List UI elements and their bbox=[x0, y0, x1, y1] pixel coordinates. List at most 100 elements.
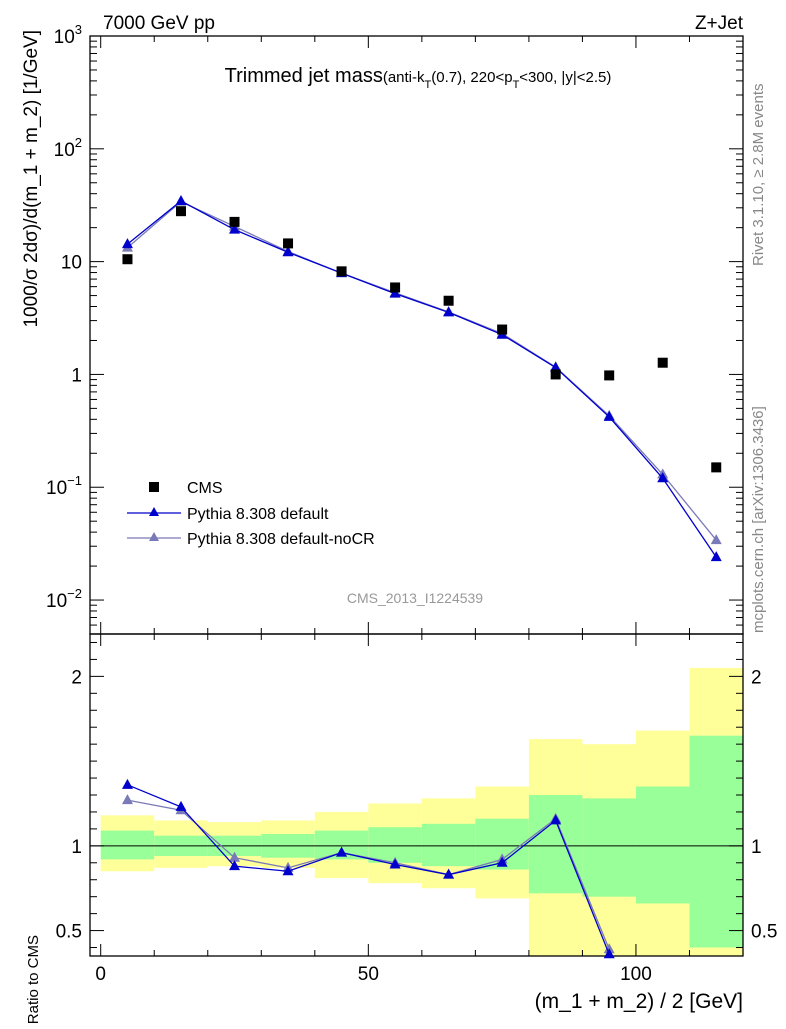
series-marker-1-10 bbox=[657, 472, 669, 483]
axis-ticks bbox=[90, 36, 744, 956]
legend-marker-pythia-default bbox=[149, 507, 159, 516]
ratio-marker-0-5 bbox=[389, 858, 401, 869]
series-marker-1-6 bbox=[443, 306, 455, 317]
ratio-marker-0-4 bbox=[336, 846, 348, 857]
cms-point-0 bbox=[122, 254, 133, 265]
series-marker-1-0 bbox=[121, 238, 133, 249]
cms-point-6 bbox=[443, 295, 454, 306]
y-tick-label-4: 10−1 bbox=[46, 473, 82, 499]
ratio-tick-label-right-1: 1 bbox=[751, 837, 762, 858]
y-tick-label-0: 103 bbox=[54, 22, 82, 48]
series-marker-1-2 bbox=[229, 223, 241, 234]
chart-title-detail-sub-0: T bbox=[425, 79, 432, 91]
header-right: Z+Jet bbox=[695, 13, 744, 34]
green-band-8 bbox=[528, 795, 583, 894]
ratio-line-0 bbox=[127, 784, 610, 955]
chart-title-detail-2: <300, |y|<2.5) bbox=[519, 69, 611, 86]
ratio-tick-label-left-1: 1 bbox=[71, 837, 82, 858]
cms-point-11 bbox=[711, 462, 722, 473]
green-band-6 bbox=[421, 823, 476, 867]
y-axis-label: 1000/σ 2dσ)/d(m_1 + m_2) [1/GeV] bbox=[21, 30, 42, 328]
ratio-marker-0-2 bbox=[229, 860, 241, 871]
mcplots-label: mcplots.cern.ch [arXiv:1306.3436] bbox=[750, 406, 767, 633]
y-tick-base-5: 10 bbox=[46, 591, 67, 612]
ratio-marker-0-9 bbox=[603, 948, 615, 959]
cms-point-8 bbox=[550, 369, 561, 380]
green-band-9 bbox=[582, 798, 636, 897]
series-marker-1-1 bbox=[175, 194, 187, 205]
series-line-1 bbox=[127, 200, 717, 558]
legend: CMS Pythia 8.308 default Pythia 8.308 de… bbox=[127, 480, 375, 548]
y-tick-base-3: 1 bbox=[71, 365, 82, 386]
cms-point-2 bbox=[229, 216, 240, 227]
ratio-marker-1-9 bbox=[603, 943, 615, 954]
ratio-tick-label-left-0: 0.5 bbox=[56, 922, 82, 943]
series-marker-1-9 bbox=[603, 410, 615, 421]
x-tick-label-0: 0 bbox=[95, 964, 106, 985]
ratio-marker-0-7 bbox=[496, 856, 508, 867]
series-marker-2-11 bbox=[710, 534, 722, 545]
y-tick-label-3: 1 bbox=[71, 365, 82, 386]
ratio-marker-1-2 bbox=[229, 851, 241, 862]
cms-point-4 bbox=[336, 266, 347, 277]
legend-entry-pythia-default: Pythia 8.308 default bbox=[127, 506, 329, 523]
x-axis-label: (m_1 + m_2) / 2 [GeV] bbox=[535, 990, 743, 1013]
chart-title-main: Trimmed jet mass bbox=[225, 65, 383, 87]
ratio-tick-label-right-0: 0.5 bbox=[751, 922, 777, 943]
chart-title: Trimmed jet mass(anti-kT(0.7), 220<pT<30… bbox=[225, 65, 612, 91]
cms-point-9 bbox=[604, 370, 615, 381]
legend-label-cms: CMS bbox=[187, 480, 223, 497]
ratio-marker-0-3 bbox=[282, 865, 294, 876]
y-tick-exp-5: −2 bbox=[67, 586, 82, 601]
green-band-0 bbox=[100, 830, 155, 860]
cms-point-10 bbox=[657, 357, 668, 368]
series-marker-1-5 bbox=[389, 287, 401, 298]
legend-marker-pythia-nocr bbox=[149, 532, 159, 541]
y-tick-label-5: 10−2 bbox=[46, 586, 82, 612]
legend-marker-cms bbox=[149, 482, 159, 492]
ratio-marker-1-0 bbox=[121, 794, 133, 805]
y-tick-base-0: 10 bbox=[54, 27, 75, 48]
cms-point-5 bbox=[390, 282, 401, 293]
ratio-marker-0-8 bbox=[550, 814, 562, 825]
y-tick-label-2: 10 bbox=[61, 253, 82, 274]
y-tick-exp-4: −1 bbox=[67, 473, 82, 488]
y-tick-label-1: 102 bbox=[54, 135, 82, 161]
green-band-11 bbox=[689, 735, 743, 948]
y-tick-base-2: 10 bbox=[61, 253, 82, 274]
header-left: 7000 GeV pp bbox=[103, 13, 215, 34]
cms-point-1 bbox=[175, 206, 186, 217]
legend-entry-cms: CMS bbox=[149, 480, 223, 497]
ratio-tick-label-right-2: 2 bbox=[751, 667, 762, 688]
chart-title-detail-sub-1: T bbox=[513, 79, 520, 91]
ratio-series bbox=[121, 778, 615, 959]
y-tick-exp-1: 2 bbox=[75, 135, 82, 150]
green-band-10 bbox=[635, 786, 690, 904]
ratio-marker-0-0 bbox=[121, 778, 133, 789]
cms-point-7 bbox=[497, 324, 508, 335]
series-marker-1-8 bbox=[550, 361, 562, 372]
ratio-line-1 bbox=[127, 799, 610, 950]
legend-label-pythia-default: Pythia 8.308 default bbox=[187, 506, 329, 523]
ratio-marker-0-6 bbox=[443, 868, 455, 879]
x-tick-label-1: 50 bbox=[358, 964, 379, 985]
ratio-bands bbox=[100, 667, 743, 956]
series-marker-1-3 bbox=[282, 246, 294, 257]
series-marker-1-11 bbox=[710, 551, 722, 562]
x-tick-label-2: 100 bbox=[620, 964, 652, 985]
rivet-label: Rivet 3.1.10, ≥ 2.8M events bbox=[750, 84, 767, 267]
y-tick-base-4: 10 bbox=[46, 478, 67, 499]
chart-title-detail-1: (0.7), 220<p bbox=[431, 69, 512, 86]
main-series bbox=[121, 194, 722, 562]
chart-title-detail-0: (anti-k bbox=[383, 69, 425, 86]
ratio-marker-0-1 bbox=[175, 800, 187, 811]
cms-point-3 bbox=[283, 238, 294, 249]
y-tick-base-1: 10 bbox=[54, 140, 75, 161]
ratio-y-axis-label: Ratio to CMS bbox=[25, 935, 42, 1024]
y-tick-exp-0: 3 bbox=[75, 22, 82, 37]
legend-label-pythia-nocr: Pythia 8.308 default-noCR bbox=[187, 531, 375, 548]
legend-entry-pythia-nocr: Pythia 8.308 default-noCR bbox=[127, 531, 375, 548]
